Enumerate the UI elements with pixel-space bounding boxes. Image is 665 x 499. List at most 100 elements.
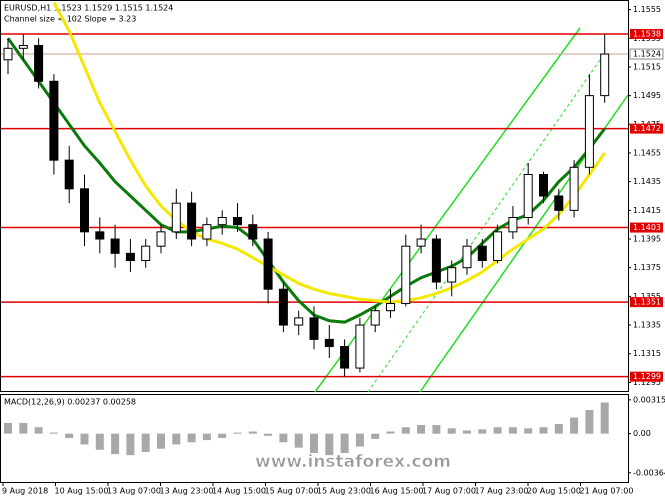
level-box bbox=[630, 371, 663, 382]
macd-bar bbox=[95, 433, 104, 450]
macd-bar bbox=[141, 433, 150, 452]
macd-bar bbox=[264, 433, 273, 436]
macd-bar bbox=[294, 433, 303, 448]
macd-label: MACD(12,26,9) 0.00237 0.00258 bbox=[4, 398, 136, 407]
macd-bar bbox=[463, 430, 471, 434]
x-tick-label: 17 Aug 07:00 bbox=[422, 487, 476, 496]
macd-bar bbox=[478, 429, 487, 434]
macd-bar bbox=[80, 433, 89, 445]
candle-body bbox=[217, 217, 227, 226]
y-tick-label: 1.1375 bbox=[633, 263, 661, 272]
current-price-box bbox=[629, 48, 664, 60]
candle-body bbox=[477, 245, 487, 262]
chart-subtitle: Channel size = 102 Slope = 3.23 bbox=[4, 15, 136, 24]
macd-bar bbox=[65, 433, 74, 438]
y-tick-label: 1.1435 bbox=[633, 177, 661, 186]
candle-body bbox=[156, 231, 166, 247]
macd-bar bbox=[401, 427, 410, 434]
macd-bar bbox=[325, 433, 334, 456]
candle-body bbox=[95, 231, 105, 240]
macd-bar bbox=[493, 427, 502, 434]
candle-body bbox=[80, 188, 89, 233]
candle-body bbox=[110, 238, 120, 254]
x-tick-label: 15 Aug 23:00 bbox=[317, 487, 371, 496]
candle-body bbox=[508, 217, 518, 233]
level-label: 1.1299 bbox=[633, 372, 661, 381]
macd-bar bbox=[4, 422, 12, 434]
macd-bar bbox=[386, 431, 395, 434]
candle-body bbox=[248, 224, 258, 240]
moving-average bbox=[6, 37, 606, 324]
candle-body bbox=[187, 202, 197, 240]
candle-body bbox=[416, 238, 426, 247]
candle-body bbox=[447, 267, 457, 283]
candle-body bbox=[141, 245, 151, 262]
level-label: 1.1351 bbox=[633, 298, 661, 307]
candle-body bbox=[34, 44, 44, 82]
candle-body bbox=[569, 166, 579, 211]
candle-body bbox=[294, 317, 304, 326]
x-tick-label: 20 Aug 15:00 bbox=[527, 487, 581, 496]
candle-body bbox=[584, 95, 594, 168]
macd-bar bbox=[524, 428, 533, 434]
candle-body bbox=[539, 173, 548, 197]
y-tick-label: 1.1555 bbox=[633, 5, 661, 14]
y-tick-label: 1.1315 bbox=[633, 349, 661, 358]
macd-bar bbox=[157, 433, 165, 449]
macd-bar bbox=[126, 433, 135, 456]
candle-body bbox=[401, 245, 411, 305]
level-box bbox=[630, 222, 663, 233]
macd-bar bbox=[111, 433, 120, 455]
level-box bbox=[630, 297, 663, 308]
y-tick-label: 1.1335 bbox=[633, 321, 661, 330]
macd-bar bbox=[585, 410, 594, 434]
macd-bar bbox=[417, 425, 426, 434]
macd-bar bbox=[432, 425, 441, 434]
x-tick-label: 16 Aug 15:00 bbox=[370, 487, 424, 496]
macd-bar bbox=[34, 427, 43, 434]
candle-body bbox=[355, 324, 365, 369]
macd-tick-label: -0.00364 bbox=[633, 468, 665, 477]
current-price-label: 1.1524 bbox=[633, 50, 661, 59]
candle-body bbox=[233, 217, 242, 226]
x-tick-label: 14 Aug 15:00 bbox=[212, 487, 266, 496]
candle-body bbox=[386, 303, 395, 312]
candle-body bbox=[523, 173, 533, 219]
x-tick-label: 17 Aug 23:00 bbox=[475, 487, 529, 496]
candle-body bbox=[324, 338, 334, 348]
macd-bar bbox=[19, 422, 28, 434]
candle-body bbox=[554, 195, 564, 211]
candle-body bbox=[49, 80, 59, 161]
candle-body bbox=[263, 238, 273, 290]
candle-body bbox=[370, 310, 380, 326]
candle-body bbox=[64, 159, 74, 190]
macd-tick-label: 0.00315 bbox=[633, 395, 665, 404]
macd-bar bbox=[355, 433, 364, 447]
y-tick-label: 1.1355 bbox=[633, 292, 661, 301]
x-tick-label: 15 Aug 07:00 bbox=[265, 487, 319, 496]
candle-body bbox=[18, 44, 28, 49]
candle-body bbox=[171, 202, 181, 233]
macd-bar bbox=[172, 433, 181, 445]
macd-tick-label: 0.00 bbox=[633, 429, 651, 438]
candle-body bbox=[125, 252, 135, 262]
candle-body bbox=[340, 346, 350, 369]
macd-bar bbox=[447, 428, 456, 434]
macd-bar bbox=[340, 433, 349, 453]
candle-body bbox=[493, 231, 503, 262]
macd-bar bbox=[218, 433, 227, 438]
macd-bar bbox=[600, 402, 609, 434]
candle-body bbox=[309, 317, 319, 340]
candle-body bbox=[202, 224, 212, 240]
macd-bar bbox=[554, 424, 563, 434]
x-tick-label: 10 Aug 15:00 bbox=[55, 487, 109, 496]
chart-title: EURUSD,H1 1.1523 1.1529 1.1515 1.1524 bbox=[4, 4, 173, 13]
level-box bbox=[630, 123, 663, 134]
candle-body bbox=[600, 53, 610, 97]
x-tick-label: 13 Aug 07:00 bbox=[107, 487, 161, 496]
watermark: www.instaforex.com bbox=[255, 452, 451, 472]
x-tick-label: 13 Aug 23:00 bbox=[160, 487, 214, 496]
macd-bar bbox=[279, 433, 288, 443]
macd-bar bbox=[508, 427, 517, 434]
